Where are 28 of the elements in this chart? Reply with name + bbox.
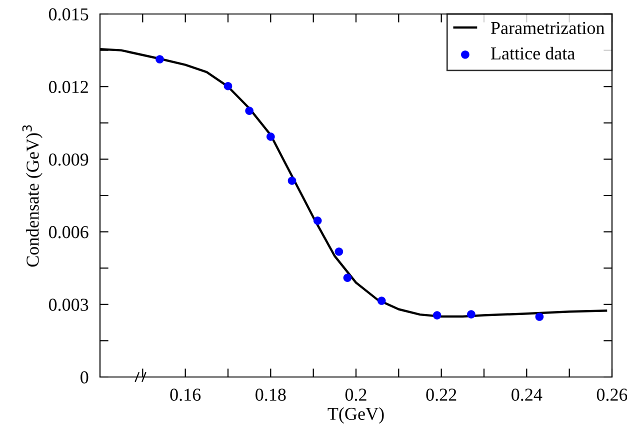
point bbox=[535, 312, 544, 321]
y-tick-label: 0.012 bbox=[48, 80, 88, 94]
point bbox=[377, 296, 386, 305]
x-tick-label: 0.22 bbox=[426, 388, 456, 401]
x-tick-label: 0.24 bbox=[512, 388, 542, 401]
point bbox=[156, 55, 164, 64]
x-tick-label: 0.26 bbox=[596, 388, 627, 401]
point bbox=[313, 216, 322, 225]
legend-label: Lattice data bbox=[490, 46, 575, 60]
x-tick-label: 0.2 bbox=[345, 388, 366, 401]
y-tick-label: 0.006 bbox=[48, 226, 88, 238]
y-tick-label: 0.003 bbox=[48, 298, 88, 311]
x-axis-title: T(GeV) bbox=[328, 407, 384, 424]
y-axis-title: Condensate (GeV)$^{3}$ bbox=[22, 125, 42, 267]
point bbox=[245, 106, 254, 115]
y-tick-label: 0.015 bbox=[48, 8, 88, 21]
point bbox=[334, 247, 344, 256]
x-tick-label: 0.16 bbox=[170, 388, 201, 401]
point bbox=[343, 274, 352, 282]
legend-label: Parametrization bbox=[490, 22, 605, 34]
point bbox=[432, 311, 442, 320]
y-tick-label: 0 bbox=[80, 371, 88, 384]
point bbox=[288, 176, 296, 185]
y-tick-label: 0.009 bbox=[48, 153, 88, 166]
point bbox=[467, 310, 476, 318]
point bbox=[224, 82, 232, 90]
point bbox=[266, 132, 275, 141]
x-tick-label: 0.18 bbox=[256, 388, 286, 401]
